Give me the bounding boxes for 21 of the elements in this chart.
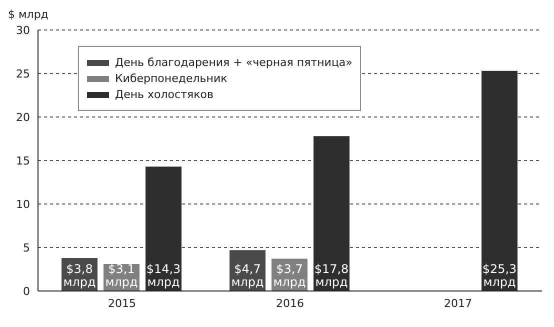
data-label: $3,1 млрд (105, 262, 138, 289)
legend-label: День благодарения + «черная пятница» (115, 56, 352, 69)
data-label: $4,7 млрд (231, 262, 264, 289)
data-label: $3,7 млрд (273, 262, 306, 289)
y-tick-label: 5 (23, 241, 30, 254)
data-label: $25,3 млрд (482, 262, 517, 289)
y-tick-label: 10 (16, 198, 30, 211)
y-tick-label: 0 (23, 284, 30, 298)
legend-label: Киберпонедельник (115, 72, 228, 85)
y-tick-label: 15 (16, 154, 30, 168)
data-label: $14,3 млрд (146, 262, 181, 289)
y-tick-label: 30 (16, 24, 30, 37)
x-tick-label: 2017 (444, 296, 472, 310)
legend-label: День холостяков (115, 88, 214, 101)
y-tick-label: 25 (16, 67, 30, 80)
x-tick-label: 2015 (108, 296, 136, 310)
y-axis-title: $ млрд (8, 8, 48, 21)
x-tick-label: 2016 (276, 296, 304, 310)
data-label: $17,8 млрд (314, 262, 349, 289)
data-label: $3,8 млрд (63, 262, 96, 289)
y-tick-label: 20 (16, 110, 30, 124)
